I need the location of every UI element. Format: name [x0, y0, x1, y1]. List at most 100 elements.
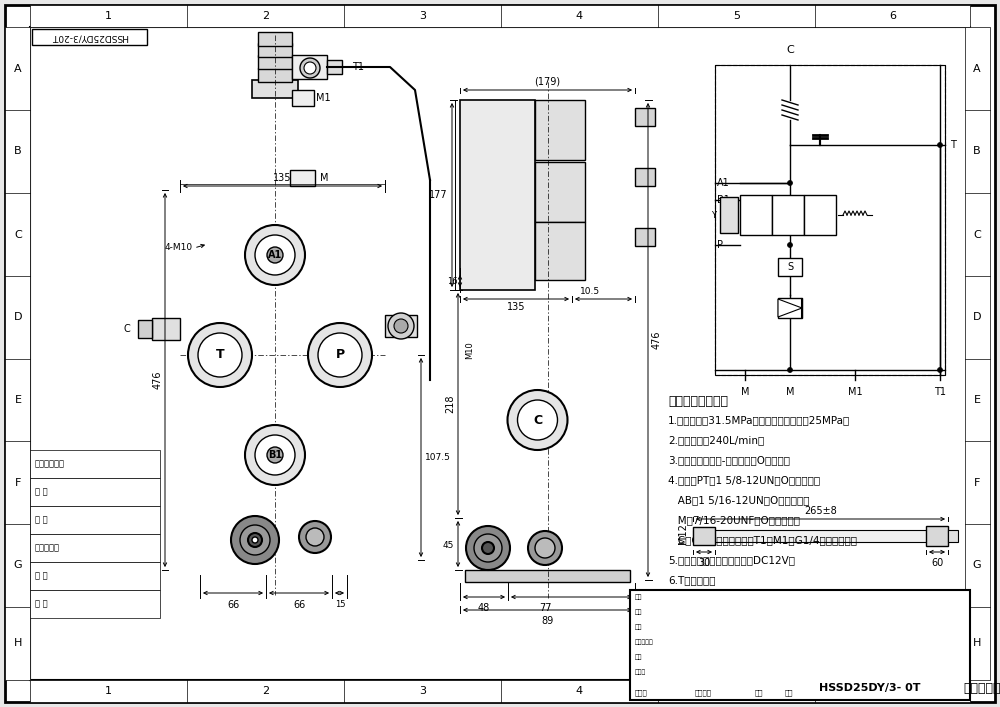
Text: (179): (179) [534, 77, 561, 87]
Text: H: H [973, 638, 981, 648]
Circle shape [267, 247, 283, 263]
Text: 签字: 签字 [635, 654, 642, 660]
Text: M: M [741, 387, 749, 397]
Circle shape [245, 425, 305, 485]
Text: G: G [14, 561, 22, 571]
Bar [635, 228, 655, 246]
Bar [252, 80, 298, 98]
Text: 45: 45 [443, 540, 454, 549]
Text: M12: M12 [678, 523, 688, 544]
Bar [630, 590, 970, 700]
Text: 2.公称流量：240L/min；: 2.公称流量：240L/min； [668, 435, 764, 445]
Bar [258, 55, 292, 69]
Bar [926, 526, 948, 546]
Text: D: D [973, 312, 981, 322]
Bar [327, 60, 342, 74]
Text: 218: 218 [445, 395, 455, 414]
Circle shape [308, 323, 372, 387]
Circle shape [231, 516, 279, 564]
Text: AB为1 5/16-12UN，O型圈管封；: AB为1 5/16-12UN，O型圈管封； [668, 495, 810, 505]
Text: A1: A1 [268, 250, 282, 260]
Text: 66: 66 [293, 600, 305, 610]
Bar [290, 170, 315, 186]
Circle shape [788, 180, 792, 185]
Text: 2: 2 [262, 686, 269, 696]
Circle shape [188, 323, 252, 387]
Text: P: P [717, 240, 723, 250]
Bar [292, 90, 314, 106]
Text: 77: 77 [539, 603, 551, 613]
Circle shape [535, 538, 555, 558]
Bar [720, 197, 738, 233]
Text: 处数: 处数 [635, 609, 642, 615]
Circle shape [474, 534, 502, 562]
Bar [635, 168, 655, 186]
Bar [535, 222, 585, 280]
Circle shape [255, 235, 295, 275]
Bar [465, 570, 630, 582]
Text: 6: 6 [889, 686, 896, 696]
Bar [292, 55, 327, 79]
Text: 标记: 标记 [635, 594, 642, 600]
Text: 1: 1 [105, 11, 112, 21]
Polygon shape [778, 299, 802, 317]
Bar [180, 190, 385, 560]
Text: M为7/16-20UNF，O圈管密封；: M为7/16-20UNF，O圈管密封； [668, 515, 800, 525]
Text: C: C [973, 230, 981, 240]
Text: 4-M10: 4-M10 [165, 243, 193, 252]
Text: C为G1/4，平面密封；T1、M1为G1/4，平面密封；: C为G1/4，平面密封；T1、M1为G1/4，平面密封； [668, 535, 857, 545]
Circle shape [240, 525, 270, 555]
Bar [30, 590, 160, 618]
Circle shape [482, 542, 494, 554]
Bar [30, 562, 160, 590]
Circle shape [198, 333, 242, 377]
Text: 重量: 重量 [755, 690, 764, 696]
Text: M1: M1 [848, 387, 862, 397]
Text: 1.公称压力：31.5MPa；溢流阀调定压力：25MPa；: 1.公称压力：31.5MPa；溢流阀调定压力：25MPa； [668, 415, 850, 425]
Bar [30, 680, 970, 702]
Bar [965, 27, 990, 680]
Bar [30, 5, 970, 27]
Circle shape [528, 531, 562, 565]
Text: C: C [786, 45, 794, 55]
Text: 30: 30 [698, 558, 710, 568]
Text: M: M [320, 173, 328, 183]
Text: 66: 66 [227, 600, 239, 610]
Circle shape [938, 143, 942, 148]
Bar [138, 320, 152, 338]
Bar [535, 100, 585, 160]
Text: 6: 6 [889, 11, 896, 21]
Circle shape [788, 368, 792, 373]
Text: 日 期: 日 期 [35, 600, 48, 609]
Circle shape [248, 533, 262, 547]
Bar [778, 298, 802, 318]
Bar [948, 530, 958, 542]
Text: 审 图: 审 图 [35, 488, 48, 496]
Text: 60: 60 [931, 558, 943, 568]
Text: B1: B1 [268, 450, 282, 460]
Bar [152, 318, 180, 340]
Text: 15: 15 [335, 600, 345, 609]
Text: T: T [950, 140, 956, 150]
Text: 135: 135 [273, 173, 291, 183]
Circle shape [508, 390, 568, 450]
Text: 476: 476 [652, 331, 662, 349]
Text: 89: 89 [541, 616, 554, 626]
Text: 签 字: 签 字 [35, 571, 48, 580]
Text: A: A [14, 64, 22, 74]
Bar [30, 450, 160, 478]
Bar [258, 68, 292, 82]
Text: 阶段标记: 阶段标记 [695, 690, 712, 696]
Bar [740, 195, 772, 235]
Text: T: T [216, 349, 224, 361]
Circle shape [938, 368, 942, 373]
Text: 7.阀体表面磷化处理，安全阀及螺堵镀锌，支架后盖为铝本色。: 7.阀体表面磷化处理，安全阀及螺堵镀锌，支架后盖为铝本色。 [668, 595, 847, 605]
Text: 48: 48 [478, 603, 490, 613]
Text: 5.电磁线圈：三插线圈，电压DC12V；: 5.电磁线圈：三插线圈，电压DC12V； [668, 555, 795, 565]
Text: 10.5: 10.5 [580, 287, 600, 296]
Text: A: A [973, 64, 981, 74]
Bar [5, 27, 30, 680]
Bar [693, 527, 715, 545]
Circle shape [299, 521, 331, 553]
Bar [30, 506, 160, 534]
